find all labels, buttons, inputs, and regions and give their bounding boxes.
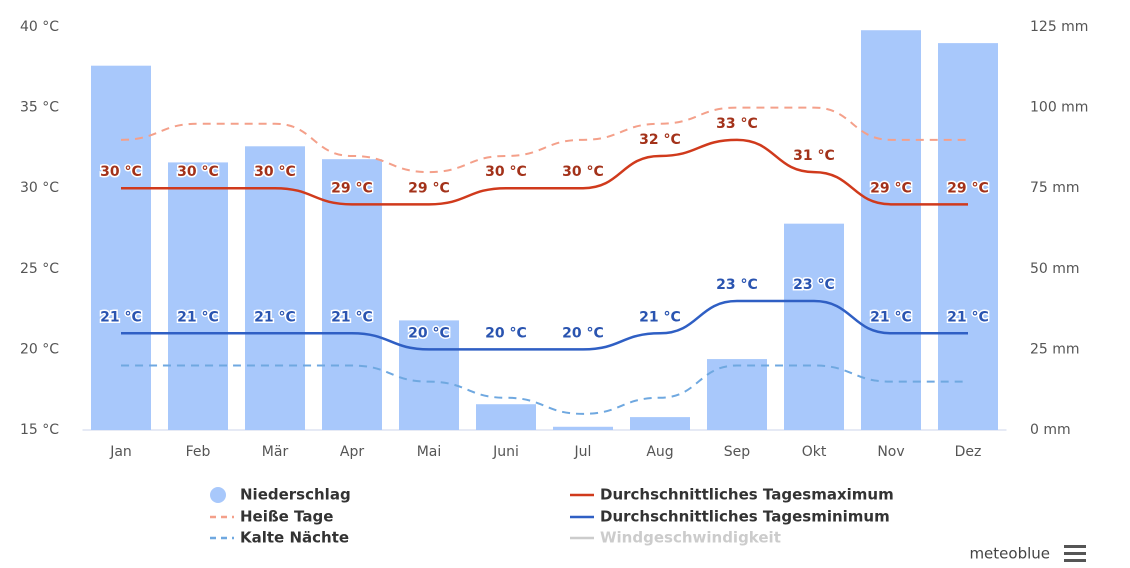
y2-tick-label: 100 mm bbox=[1030, 100, 1088, 116]
line bbox=[121, 364, 968, 415]
data-label: 21 °C bbox=[870, 309, 912, 325]
x-tick-label: Apr bbox=[340, 444, 364, 460]
bar bbox=[630, 417, 690, 430]
legend-label: Kalte Nächte bbox=[240, 529, 349, 547]
menu-bar[interactable] bbox=[1064, 545, 1086, 548]
line bbox=[120, 106, 968, 174]
bar bbox=[861, 30, 921, 430]
y-tick-label: 20 °C bbox=[20, 341, 59, 357]
data-label: 31 °C bbox=[793, 148, 835, 164]
bar bbox=[91, 65, 151, 431]
bar bbox=[322, 159, 382, 430]
legend-symbol bbox=[210, 487, 226, 503]
data-label: 29 °C bbox=[408, 180, 450, 196]
data-label: 30 °C bbox=[485, 164, 527, 180]
x-tick-label: Nov bbox=[877, 444, 904, 460]
bar bbox=[784, 223, 844, 430]
bar bbox=[168, 162, 228, 430]
bar bbox=[707, 359, 767, 430]
data-label: 21 °C bbox=[254, 309, 296, 325]
y-tick-label: 30 °C bbox=[20, 180, 59, 196]
data-label: 20 °C bbox=[485, 325, 527, 341]
data-label: 21 °C bbox=[100, 309, 142, 325]
data-label: 20 °C bbox=[408, 325, 450, 341]
y2-tick-label: 50 mm bbox=[1030, 261, 1080, 277]
legend-label: Durchschnittliches Tagesmaximum bbox=[600, 486, 894, 504]
data-label: 23 °C bbox=[716, 277, 758, 293]
x-tick-label: Juni bbox=[492, 444, 519, 460]
y-tick-label: 15 °C bbox=[20, 422, 59, 438]
legend-label: Niederschlag bbox=[240, 486, 351, 504]
data-label: 20 °C bbox=[562, 325, 604, 341]
y2-tick-label: 75 mm bbox=[1030, 180, 1080, 196]
data-label: 32 °C bbox=[639, 132, 681, 148]
data-label: 30 °C bbox=[562, 164, 604, 180]
x-tick-label: Okt bbox=[802, 444, 827, 460]
y2-tick-label: 0 mm bbox=[1030, 422, 1071, 438]
bar bbox=[476, 404, 536, 430]
data-label: 30 °C bbox=[100, 164, 142, 180]
data-label: 29 °C bbox=[870, 180, 912, 196]
y2-tick-label: 125 mm bbox=[1030, 19, 1088, 35]
line bbox=[121, 299, 968, 351]
bar bbox=[938, 43, 998, 431]
data-label: 33 °C bbox=[716, 116, 758, 132]
data-label: 21 °C bbox=[177, 309, 219, 325]
x-tick-label: Jan bbox=[109, 444, 132, 460]
x-tick-label: Feb bbox=[186, 444, 211, 460]
x-tick-label: Jul bbox=[574, 444, 592, 460]
bar bbox=[553, 426, 613, 430]
legend-label: Heiße Tage bbox=[240, 508, 333, 526]
y-tick-label: 35 °C bbox=[20, 100, 59, 116]
line bbox=[121, 138, 968, 206]
x-tick-label: Sep bbox=[724, 444, 751, 460]
data-label: 30 °C bbox=[254, 164, 296, 180]
data-label: 21 °C bbox=[947, 309, 989, 325]
y2-tick-label: 25 mm bbox=[1030, 341, 1080, 357]
menu-bar[interactable] bbox=[1064, 552, 1086, 555]
menu-bar[interactable] bbox=[1064, 559, 1086, 562]
y-tick-label: 25 °C bbox=[20, 261, 59, 277]
x-tick-label: Dez bbox=[955, 444, 982, 460]
legend-label: Durchschnittliches Tagesminimum bbox=[600, 508, 890, 526]
data-label: 23 °C bbox=[793, 277, 835, 293]
bar bbox=[399, 320, 459, 430]
data-label: 21 °C bbox=[639, 309, 681, 325]
x-tick-label: Mär bbox=[262, 444, 289, 460]
data-label: 29 °C bbox=[947, 180, 989, 196]
data-label: 29 °C bbox=[331, 180, 373, 196]
x-tick-label: Aug bbox=[646, 444, 673, 460]
x-tick-label: Mai bbox=[417, 444, 442, 460]
y-tick-label: 40 °C bbox=[20, 19, 59, 35]
data-label: 30 °C bbox=[177, 164, 219, 180]
bar bbox=[245, 146, 305, 430]
data-label: 21 °C bbox=[331, 309, 373, 325]
branding: meteoblue bbox=[969, 545, 1050, 563]
legend-label: Windgeschwindigkeit bbox=[600, 529, 781, 547]
menu-icon[interactable] bbox=[1064, 545, 1086, 562]
